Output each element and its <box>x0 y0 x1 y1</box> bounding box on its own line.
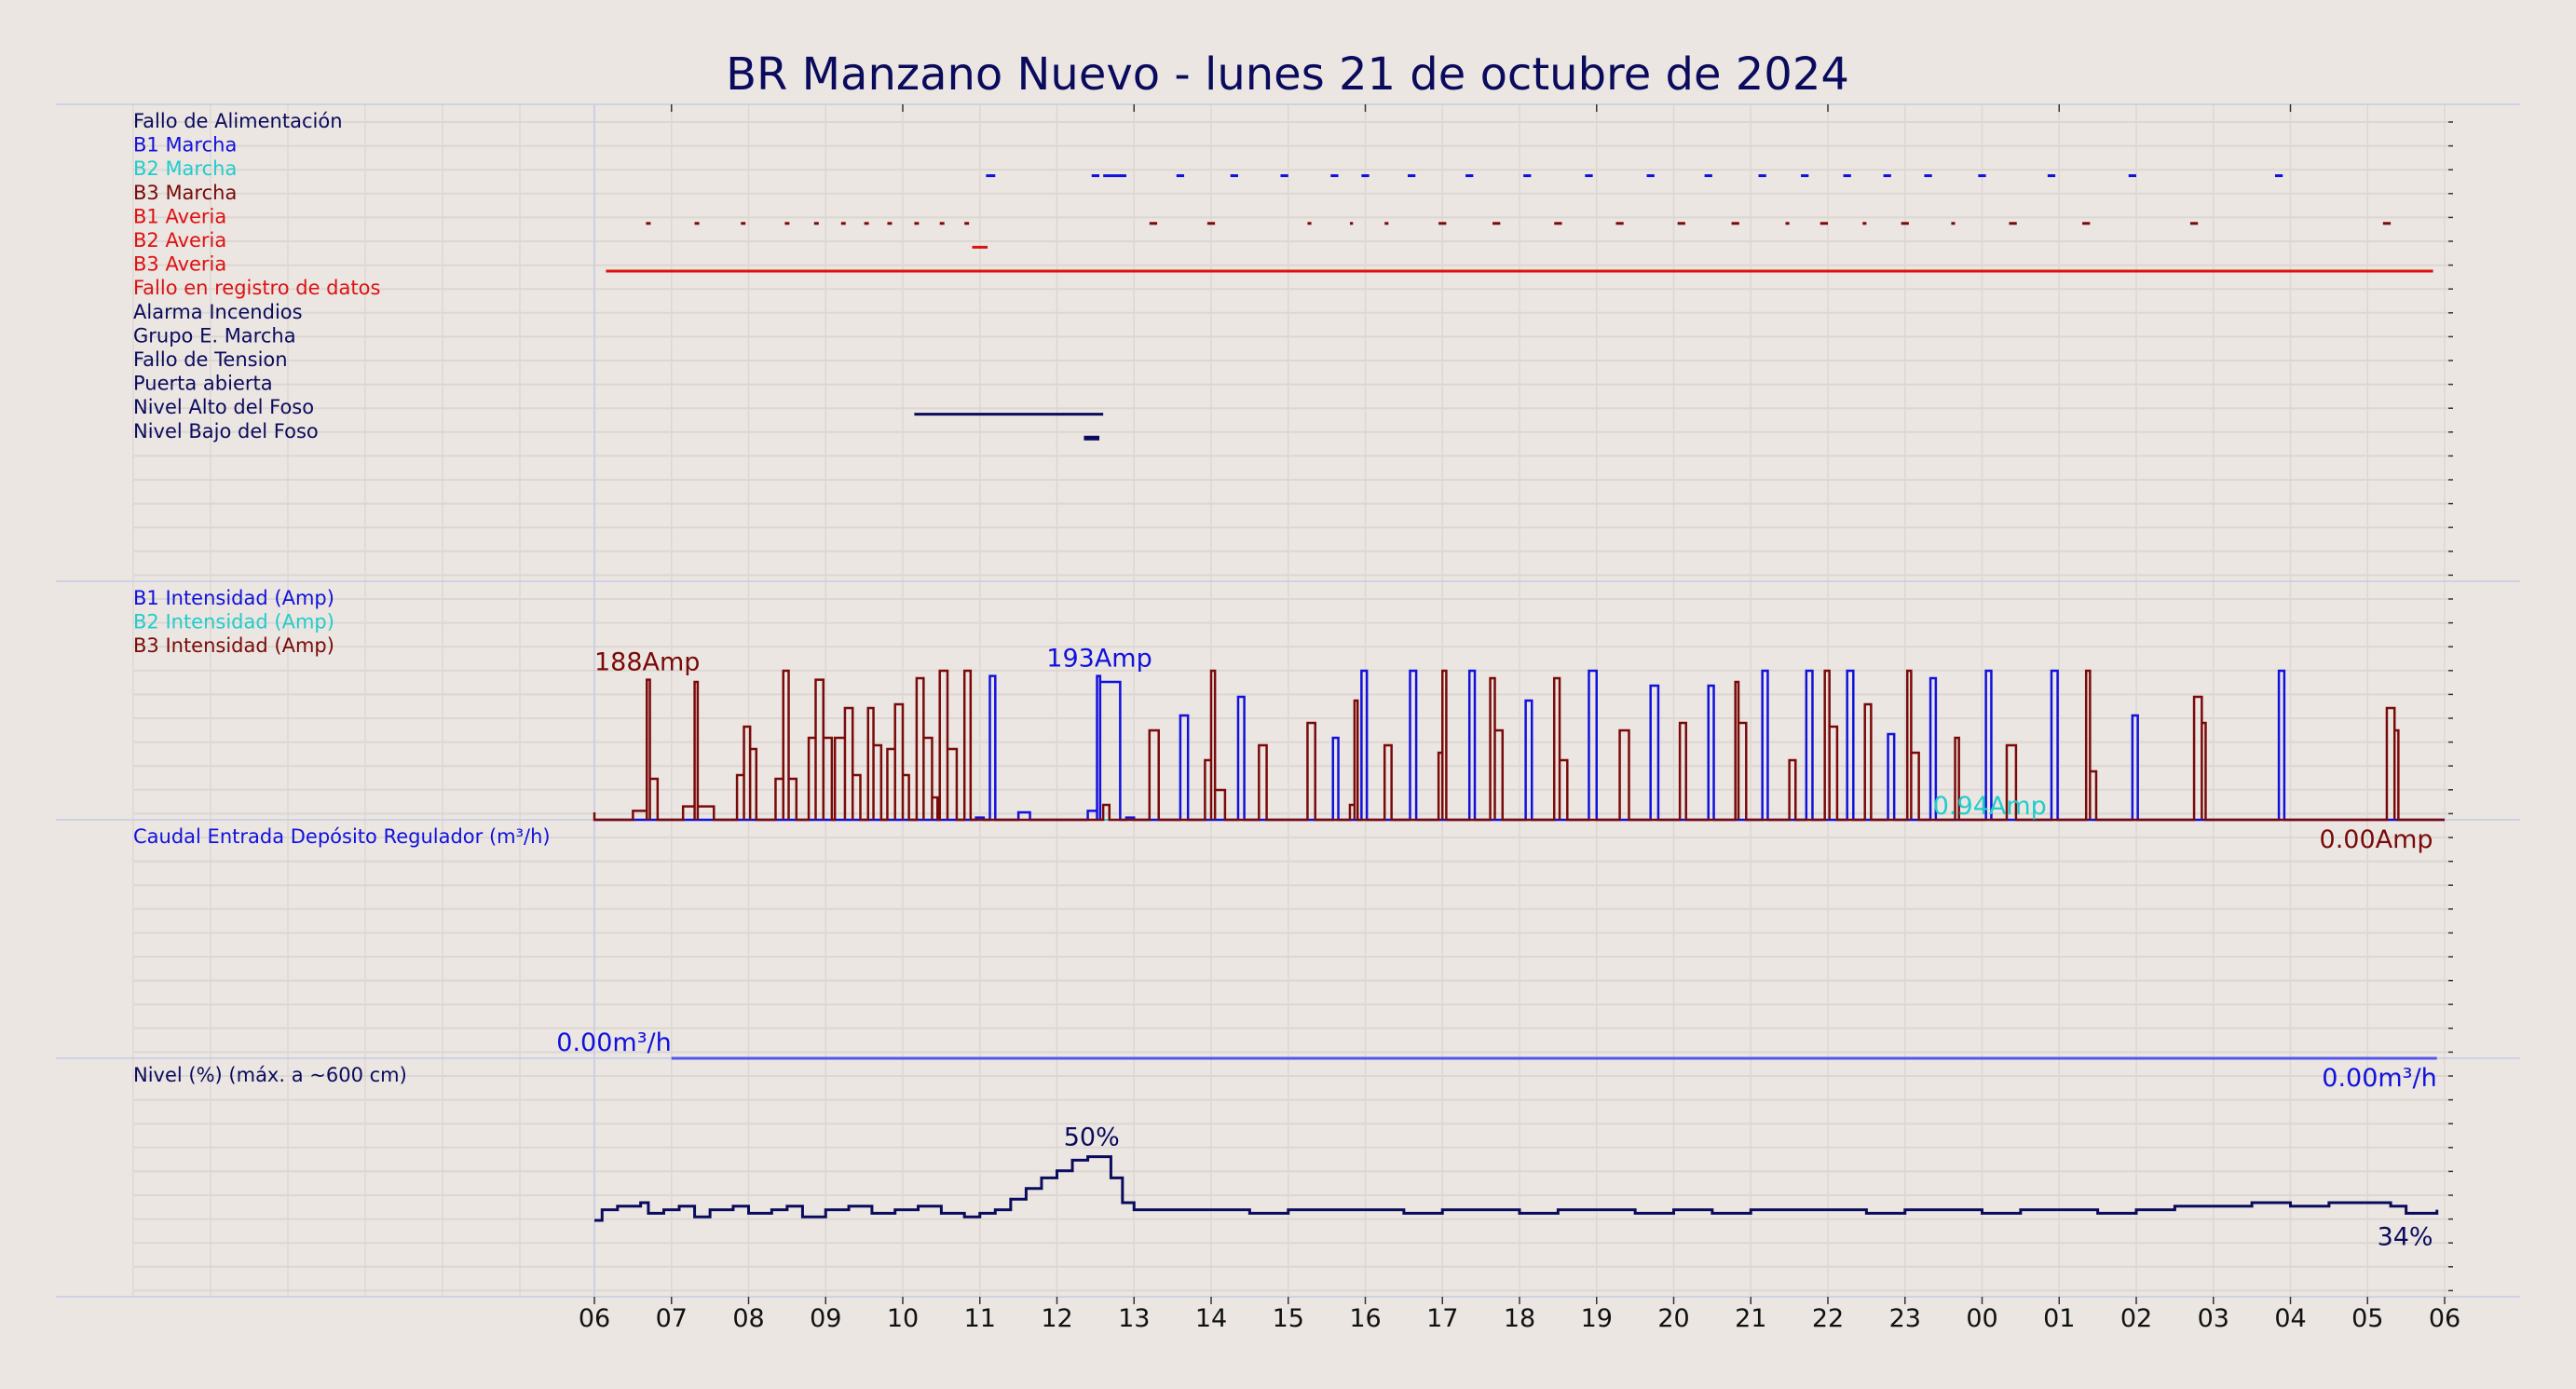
x-tick-label: 12 <box>1041 1304 1072 1333</box>
data-label: 0.94Amp <box>1933 792 2047 821</box>
x-tick-label: 20 <box>1657 1304 1689 1333</box>
panel-title: Caudal Entrada Depósito Regulador (m³/h) <box>133 825 551 848</box>
series-line-level <box>594 1155 2439 1222</box>
event-row-label: B1 Marcha <box>133 134 237 157</box>
x-tick-label: 13 <box>1118 1304 1150 1333</box>
data-label: 193Amp <box>1046 645 1152 674</box>
x-tick-label: 06 <box>579 1304 610 1333</box>
data-label: 0.00m³/h <box>556 1028 671 1057</box>
event-row-label: Nivel Bajo del Foso <box>133 420 319 443</box>
x-tick-label: 00 <box>1966 1304 1997 1333</box>
x-tick-label: 14 <box>1195 1304 1227 1333</box>
event-row-label: Grupo E. Marcha <box>133 324 296 347</box>
x-tick-label: 05 <box>2351 1304 2383 1333</box>
event-row-label: B3 Marcha <box>133 182 237 204</box>
event-row-label: B1 Averia <box>133 205 226 227</box>
x-tick-label: 04 <box>2274 1304 2306 1333</box>
event-row-label: Fallo de Alimentación <box>133 110 343 132</box>
page-title: BR Manzano Nuevo - lunes 21 de octubre d… <box>726 48 1849 101</box>
data-label: 188Amp <box>594 648 700 677</box>
x-tick-label: 15 <box>1273 1304 1304 1333</box>
x-tick-label: 18 <box>1504 1304 1535 1333</box>
x-tick-label: 23 <box>1889 1304 1921 1333</box>
x-tick-label: 21 <box>1735 1304 1766 1333</box>
x-tick-label: 08 <box>732 1304 764 1333</box>
x-tick-label: 19 <box>1581 1304 1613 1333</box>
x-tick-label: 06 <box>2429 1304 2460 1333</box>
event-row-label: Puerta abierta <box>133 373 273 395</box>
legend-entry: B3 Intensidad (Amp) <box>133 634 334 657</box>
legend-entry: B1 Intensidad (Amp) <box>133 587 334 609</box>
label-layer: 06 07 08 09 10 11 12 13 14 15 16 17 18 19 20 21 22 23 00 01… <box>133 110 2460 1333</box>
data-layer <box>593 174 2445 1222</box>
legend-entry: B2 Intensidad (Amp) <box>133 611 334 633</box>
grid-layer <box>132 104 2448 1297</box>
event-row-label: B2 Marcha <box>133 157 237 180</box>
event-row-label: B3 Averia <box>133 253 226 276</box>
x-tick-label: 03 <box>2198 1304 2229 1333</box>
event-row-label: Fallo en registro de datos <box>133 277 380 299</box>
x-tick-label: 22 <box>1812 1304 1844 1333</box>
series-line-maroon <box>593 669 2445 822</box>
x-tick-label: 16 <box>1349 1304 1381 1333</box>
x-tick-label: 07 <box>656 1304 688 1333</box>
panel-title: Nivel (%) (máx. a ~600 cm) <box>133 1064 407 1086</box>
x-tick-label: 17 <box>1426 1304 1458 1333</box>
data-label: 0.00Amp <box>2320 825 2433 854</box>
x-tick-label: 10 <box>887 1304 919 1333</box>
data-label: 34% <box>2378 1222 2433 1251</box>
x-tick-label: 09 <box>810 1304 841 1333</box>
series-line-blue <box>594 669 2445 822</box>
event-row-label: Alarma Incendios <box>133 301 303 323</box>
event-row-label: B2 Averia <box>133 229 226 252</box>
data-label: 50% <box>1064 1123 1120 1152</box>
x-tick-label: 02 <box>2120 1304 2152 1333</box>
data-label: 0.00m³/h <box>2322 1064 2436 1093</box>
event-row-label: Fallo de Tension <box>133 348 288 371</box>
event-row-label: Nivel Alto del Foso <box>133 396 314 418</box>
x-tick-label: 11 <box>964 1304 996 1333</box>
x-tick-label: 01 <box>2043 1304 2075 1333</box>
